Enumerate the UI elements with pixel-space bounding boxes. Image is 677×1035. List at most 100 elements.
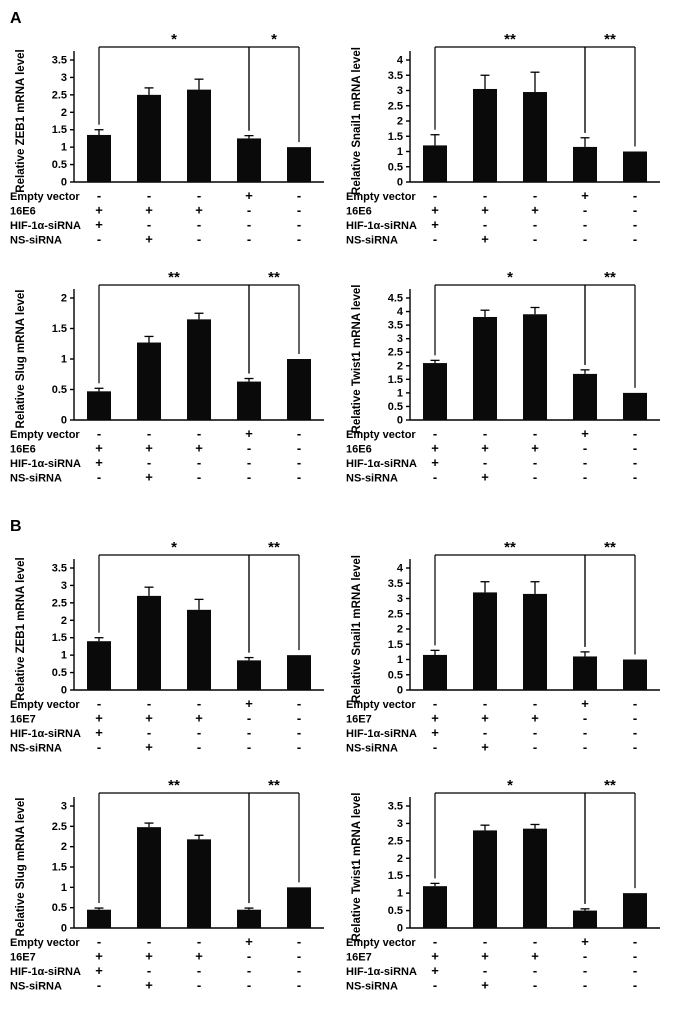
condition-row-label: 16E6 xyxy=(10,206,36,218)
condition-value: - xyxy=(147,963,151,978)
condition-value: - xyxy=(532,470,536,485)
condition-row-label: 16E7 xyxy=(346,714,372,726)
panel-b-label: B xyxy=(10,518,22,535)
condition-value: - xyxy=(247,470,251,485)
panel-b-chart-grid: Relative ZEB1 mRNA level 0 0.5 1 1.5 2 2.5 3 3.5… xyxy=(10,538,671,1000)
significance-stars: * xyxy=(171,539,177,556)
y-tick-label: 2.5 xyxy=(387,100,402,112)
condition-value: - xyxy=(147,455,151,470)
condition-value: - xyxy=(197,725,201,740)
significance-stars: ** xyxy=(604,777,616,794)
bar xyxy=(522,593,547,690)
condition-value: - xyxy=(582,978,586,993)
y-tick-label: 0 xyxy=(61,685,67,697)
condition-value: - xyxy=(247,725,251,740)
y-tick-label: 2 xyxy=(61,615,67,627)
condition-value: - xyxy=(532,740,536,755)
condition-row-label: NS-siRNA xyxy=(346,743,398,755)
condition-value: + xyxy=(481,441,489,456)
condition-value: + xyxy=(145,949,153,964)
condition-value: - xyxy=(197,696,201,711)
condition-value: + xyxy=(95,441,103,456)
condition-row-label: Empty vector xyxy=(10,191,80,203)
condition-value: - xyxy=(532,232,536,247)
y-tick-label: 2 xyxy=(396,624,402,636)
y-tick-label: 1.5 xyxy=(52,862,67,874)
condition-value: + xyxy=(431,963,439,978)
condition-value: + xyxy=(95,455,103,470)
condition-value: - xyxy=(632,455,636,470)
condition-value: - xyxy=(197,426,201,441)
condition-value: + xyxy=(195,949,203,964)
condition-row-label: 16E7 xyxy=(10,714,36,726)
condition-row-label: Empty vector xyxy=(10,699,80,711)
condition-value: - xyxy=(632,203,636,218)
y-tick-label: 0.5 xyxy=(52,384,67,396)
y-tick-label: 2 xyxy=(61,293,67,305)
y-tick-label: 0.5 xyxy=(387,669,402,681)
condition-value: - xyxy=(532,426,536,441)
condition-value: - xyxy=(482,934,486,949)
condition-value: + xyxy=(581,426,589,441)
condition-value: - xyxy=(247,949,251,964)
bar xyxy=(522,92,547,182)
condition-value: + xyxy=(581,934,589,949)
condition-value: - xyxy=(582,740,586,755)
condition-value: + xyxy=(481,949,489,964)
condition-value: - xyxy=(432,740,436,755)
condition-row-label: Empty vector xyxy=(10,429,80,441)
condition-row-label: 16E7 xyxy=(346,952,372,964)
y-tick-label: 2 xyxy=(396,116,402,128)
y-tick-label: 3 xyxy=(61,801,67,813)
y-tick-label: 2.5 xyxy=(387,347,402,359)
condition-value: - xyxy=(632,470,636,485)
condition-value: - xyxy=(482,963,486,978)
condition-value: + xyxy=(145,470,153,485)
bar xyxy=(287,655,311,690)
y-tick-label: 1 xyxy=(396,888,402,900)
y-tick-label: 3 xyxy=(396,333,402,345)
bar xyxy=(287,887,311,928)
significance-stars: ** xyxy=(268,269,280,286)
condition-value: - xyxy=(632,711,636,726)
condition-row-label: NS-siRNA xyxy=(346,473,398,485)
condition-value: + xyxy=(481,203,489,218)
condition-row-label: NS-siRNA xyxy=(10,235,62,247)
chart-b-twist1: Relative Twist1 mRNA level 0 0.5 1 1.5 2 2.5 3 3… xyxy=(346,776,668,1000)
condition-row-label: HIF-1α-siRNA xyxy=(10,220,81,232)
condition-value: - xyxy=(632,696,636,711)
condition-value: + xyxy=(581,696,589,711)
condition-value: - xyxy=(632,740,636,755)
y-tick-label: 1 xyxy=(61,354,67,366)
y-tick-label: 2.5 xyxy=(52,821,67,833)
y-tick-label: 3 xyxy=(396,818,402,830)
condition-value: - xyxy=(582,203,586,218)
chart-a-snail1: Relative Snail1 mRNA level 0 0.5 1 1.5 2 2.5 3 3… xyxy=(346,30,668,254)
bar xyxy=(87,391,111,420)
bar xyxy=(237,909,261,928)
condition-value: - xyxy=(432,696,436,711)
y-tick-label: 3 xyxy=(61,580,67,592)
condition-value: - xyxy=(632,934,636,949)
bar-chart: Relative Snail1 mRNA level 0 0.5 1 1.5 2 2.5 3 3… xyxy=(346,31,660,247)
condition-value: - xyxy=(632,978,636,993)
bar xyxy=(137,94,161,182)
panel-A: A Relative ZEB1 mRNA level 0 0.5 1 1.5 2 2.5 3 3… xyxy=(10,10,671,492)
bar xyxy=(472,592,497,690)
condition-value: - xyxy=(297,455,301,470)
y-tick-label: 0.5 xyxy=(387,905,402,917)
condition-value: - xyxy=(432,232,436,247)
y-tick-label: 1 xyxy=(396,654,402,666)
condition-value: - xyxy=(582,711,586,726)
condition-row-label: HIF-1α-siRNA xyxy=(346,458,417,470)
y-tick-label: 0.5 xyxy=(387,161,402,173)
significance-stars: ** xyxy=(168,269,180,286)
panel-a-chart-grid: Relative ZEB1 mRNA level 0 0.5 1 1.5 2 2.5 3 3.5… xyxy=(10,30,671,492)
condition-value: - xyxy=(297,217,301,232)
significance-stars: ** xyxy=(268,777,280,794)
condition-value: + xyxy=(431,441,439,456)
condition-value: - xyxy=(197,934,201,949)
condition-value: + xyxy=(481,711,489,726)
y-tick-label: 3 xyxy=(61,72,67,84)
condition-value: - xyxy=(147,725,151,740)
